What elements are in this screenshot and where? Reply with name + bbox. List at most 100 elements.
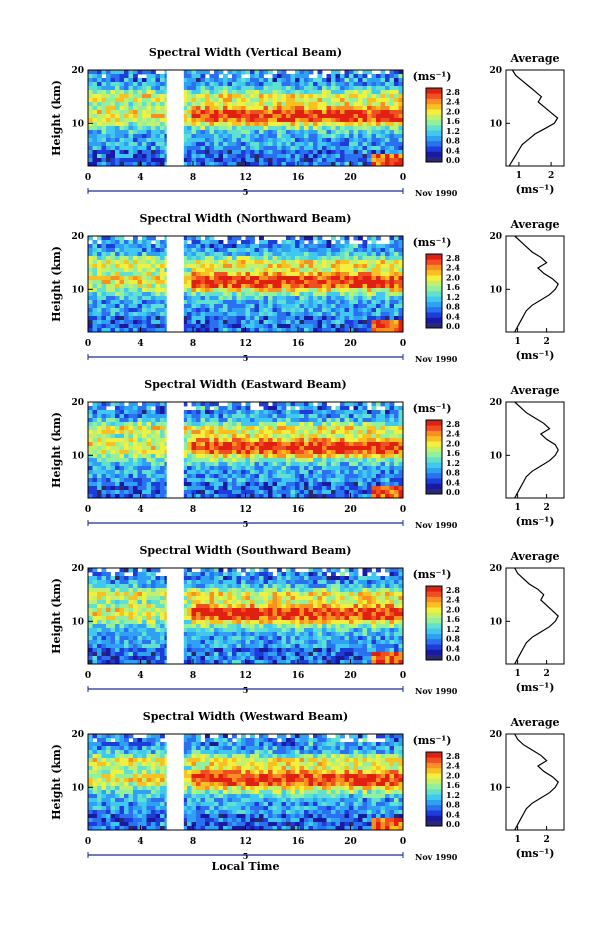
heatmap-cell bbox=[236, 70, 242, 75]
heatmap-cell bbox=[101, 118, 107, 123]
heatmap-cell bbox=[151, 478, 156, 483]
heatmap-cell bbox=[191, 438, 197, 443]
heatmap-cell bbox=[110, 482, 116, 487]
heatmap-cell bbox=[142, 426, 147, 431]
heatmap-cell bbox=[344, 402, 350, 407]
heatmap-cell bbox=[268, 138, 273, 143]
heatmap-cell bbox=[308, 272, 314, 277]
heatmap-cell bbox=[155, 154, 161, 159]
heatmap-cell bbox=[137, 454, 143, 459]
heatmap-cell bbox=[326, 304, 332, 309]
heatmap-cell bbox=[92, 576, 98, 581]
heatmap-cell bbox=[200, 320, 206, 325]
heatmap-cell bbox=[263, 308, 269, 313]
heatmap-cell bbox=[110, 94, 116, 99]
heatmap-cell bbox=[214, 118, 219, 123]
heatmap-cell bbox=[259, 114, 264, 119]
heatmap-cell bbox=[380, 248, 386, 253]
heatmap-cell bbox=[115, 244, 120, 249]
heatmap-cell bbox=[110, 260, 116, 265]
heatmap-cell bbox=[335, 324, 341, 329]
heatmap-cell bbox=[250, 434, 255, 439]
heatmap-cell bbox=[335, 288, 341, 293]
heatmap-cell bbox=[187, 490, 192, 495]
heatmap-cell bbox=[200, 78, 206, 83]
heatmap-cell bbox=[331, 300, 336, 305]
heatmap-cell bbox=[205, 312, 210, 317]
heatmap-cell bbox=[380, 138, 386, 143]
heatmap-cell bbox=[245, 490, 251, 495]
heatmap-cell bbox=[97, 122, 102, 127]
heatmap-cell bbox=[259, 106, 264, 111]
heatmap-cell bbox=[182, 82, 188, 87]
heatmap-cell bbox=[223, 410, 228, 415]
heatmap-cell bbox=[313, 98, 318, 103]
heatmap-cell bbox=[245, 158, 251, 163]
heatmap-cell bbox=[263, 292, 269, 297]
heatmap-cell bbox=[155, 252, 161, 257]
heatmap-cell bbox=[308, 260, 314, 265]
heatmap-cell bbox=[281, 494, 287, 499]
heatmap-cell bbox=[187, 296, 192, 301]
heatmap-cell bbox=[124, 458, 129, 463]
heatmap-cell bbox=[146, 82, 152, 87]
heatmap-cell bbox=[187, 138, 192, 143]
heatmap-cell bbox=[286, 90, 291, 95]
heatmap-cell bbox=[245, 248, 251, 253]
heatmap-cell bbox=[146, 462, 152, 467]
heatmap-cell bbox=[331, 98, 336, 103]
colorbar-tick-label: 0.0 bbox=[446, 321, 460, 331]
heatmap-cell bbox=[245, 410, 251, 415]
heatmap-cell bbox=[128, 446, 134, 451]
heatmap-cell bbox=[250, 134, 255, 139]
heatmap-cell bbox=[353, 494, 359, 499]
heatmap-cell bbox=[299, 280, 305, 285]
heatmap-cell bbox=[335, 244, 341, 249]
heatmap-cell bbox=[281, 324, 287, 329]
heatmap-cell bbox=[187, 316, 192, 321]
heatmap-cell bbox=[119, 454, 125, 459]
heatmap-cell bbox=[106, 478, 111, 483]
heatmap-cell bbox=[146, 86, 152, 91]
heatmap-cell bbox=[182, 244, 188, 249]
heatmap-cell bbox=[358, 146, 363, 151]
heatmap-cell bbox=[254, 146, 260, 151]
heatmap-cell bbox=[340, 94, 345, 99]
heatmap-cell bbox=[227, 414, 233, 419]
heatmap-cell bbox=[88, 454, 93, 459]
heatmap-cell bbox=[241, 494, 246, 499]
heatmap-cell bbox=[218, 434, 224, 439]
heatmap-cell bbox=[155, 90, 161, 95]
heatmap-cell bbox=[119, 122, 125, 127]
heatmap-cell bbox=[209, 328, 215, 333]
heatmap-cell bbox=[340, 90, 345, 95]
day-label: 5 bbox=[243, 519, 249, 529]
heatmap-cell bbox=[128, 284, 134, 289]
heatmap-cell bbox=[223, 260, 228, 265]
heatmap-cell bbox=[268, 292, 273, 297]
heatmap-cell bbox=[101, 268, 107, 273]
heatmap-cell bbox=[340, 134, 345, 139]
heatmap-cell bbox=[398, 102, 404, 107]
heatmap-cell bbox=[218, 90, 224, 95]
heatmap-cell bbox=[326, 438, 332, 443]
heatmap-cell bbox=[259, 70, 264, 75]
heatmap-cell bbox=[331, 418, 336, 423]
heatmap-cell bbox=[398, 150, 404, 155]
heatmap-cell bbox=[308, 494, 314, 499]
heatmap-cell bbox=[349, 118, 354, 123]
heatmap-cell bbox=[344, 410, 350, 415]
heatmap-cell bbox=[160, 300, 165, 305]
heatmap-cell bbox=[209, 240, 215, 245]
heatmap-cell bbox=[88, 450, 93, 455]
heatmap-cell bbox=[218, 486, 224, 491]
heatmap-cell bbox=[353, 304, 359, 309]
heatmap-cell bbox=[281, 478, 287, 483]
heatmap-cell bbox=[101, 292, 107, 297]
heatmap-cell bbox=[317, 252, 323, 257]
heatmap-cell bbox=[304, 284, 309, 289]
heatmap-cell bbox=[236, 256, 242, 261]
heatmap-cell bbox=[227, 106, 233, 111]
heatmap-cell bbox=[295, 462, 300, 467]
heatmap-cell bbox=[232, 110, 237, 115]
